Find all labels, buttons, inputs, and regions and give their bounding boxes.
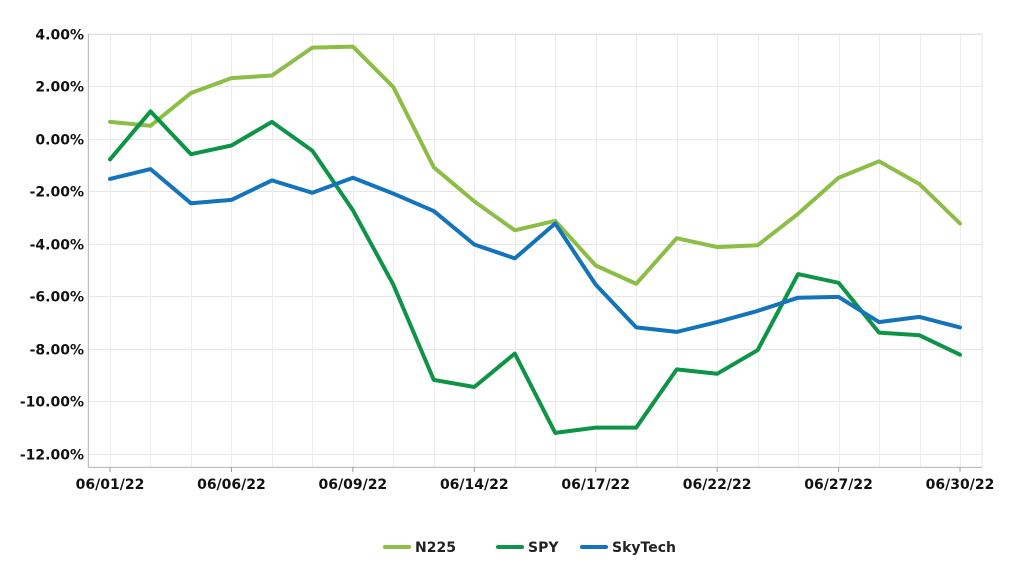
y-tick-label: -8.00%: [30, 343, 84, 359]
y-tick-label: -6.00%: [30, 290, 84, 306]
x-tick-label: 06/30/22: [926, 477, 995, 493]
y-tick-label: 2.00%: [35, 80, 84, 96]
x-tick-label: 06/14/22: [440, 477, 509, 493]
legend-label-n225: N225: [415, 540, 456, 556]
y-tick-label: -2.00%: [30, 185, 84, 201]
y-tick-label: 0.00%: [35, 133, 84, 149]
y-tick-label: -12.00%: [20, 448, 84, 464]
series-lines: [108, 44, 962, 435]
grid-lines: [88, 34, 982, 467]
axes: [87, 33, 983, 472]
legend-label-skytech: SkyTech: [612, 540, 676, 556]
x-tick-label: 06/09/22: [319, 477, 388, 493]
y-axis-tick-labels: 4.00% 2.00% 0.00% -2.00% -4.00% -6.00% -8.00% -…: [20, 28, 84, 464]
x-tick-label: 06/01/22: [76, 477, 145, 493]
legend-label-spy: SPY: [528, 540, 559, 556]
y-tick-label: -4.00%: [30, 238, 84, 254]
plot-border: [87, 33, 983, 468]
y-tick-label: -10.00%: [20, 395, 84, 411]
y-tick-label: 4.00%: [35, 28, 84, 44]
x-tick-label: 06/17/22: [561, 477, 630, 493]
legend: N225 SPY SkyTech: [383, 540, 676, 556]
x-tick-label: 06/27/22: [804, 477, 873, 493]
x-tick-label: 06/22/22: [683, 477, 752, 493]
series-line-n225: [108, 44, 962, 286]
x-axis-tick-labels: 06/01/22 06/06/22 06/09/22 06/14/22 06/17/22…: [76, 477, 995, 493]
series-line-skytech: [108, 167, 962, 334]
series-line-spy: [108, 109, 962, 435]
x-tick-label: 06/06/22: [197, 477, 266, 493]
